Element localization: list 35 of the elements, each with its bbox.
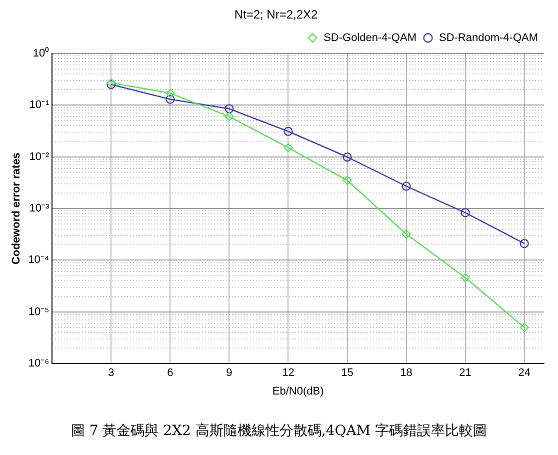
y-tick-label: 10⁻² (29, 150, 50, 163)
x-tick-label: 12 (282, 367, 294, 380)
x-tick-label: 9 (226, 367, 232, 380)
point (520, 238, 529, 248)
point (224, 112, 234, 122)
y-tick-label: 10⁻⁴ (28, 254, 50, 266)
point (460, 208, 470, 218)
point (166, 88, 175, 98)
point (342, 176, 352, 185)
point (342, 152, 352, 162)
point (402, 182, 411, 191)
x-tick-label: 3 (108, 367, 114, 380)
y-tick-label: 10⁻³ (29, 202, 50, 215)
x-tick-label: 21 (459, 367, 472, 380)
point (284, 126, 293, 136)
x-tick-label: 15 (341, 367, 354, 380)
y-tick-label: 10⁰ (32, 46, 50, 60)
y-tick-label: 10⁻⁵ (28, 306, 50, 318)
point (520, 322, 529, 332)
point (166, 94, 175, 104)
point (402, 229, 411, 239)
legend-label: SD-Golden-4-QAM (324, 32, 416, 44)
point (460, 273, 470, 282)
chart-title: Nt=2; Nr=2,2X2 (234, 8, 318, 22)
x-tick-label: 18 (400, 367, 412, 380)
y-axis-title: Codeword error rates (10, 152, 23, 264)
x-tick-label: 24 (518, 367, 530, 380)
y-tick-label: 10⁻⁶ (28, 358, 50, 370)
y-tick-label: 10⁻¹ (29, 99, 50, 112)
caption: 圖 7 黃金碼與 2X2 高斯隨機線性分散碼,4QAM 字碼錯誤率比較圖 (70, 422, 488, 440)
point (224, 104, 234, 114)
point (284, 143, 293, 152)
x-axis-title: Eb/N0(dB) (272, 385, 324, 398)
x-tick-label: 6 (167, 367, 174, 380)
legend-label: SD-Random-4-QAM (438, 32, 538, 44)
